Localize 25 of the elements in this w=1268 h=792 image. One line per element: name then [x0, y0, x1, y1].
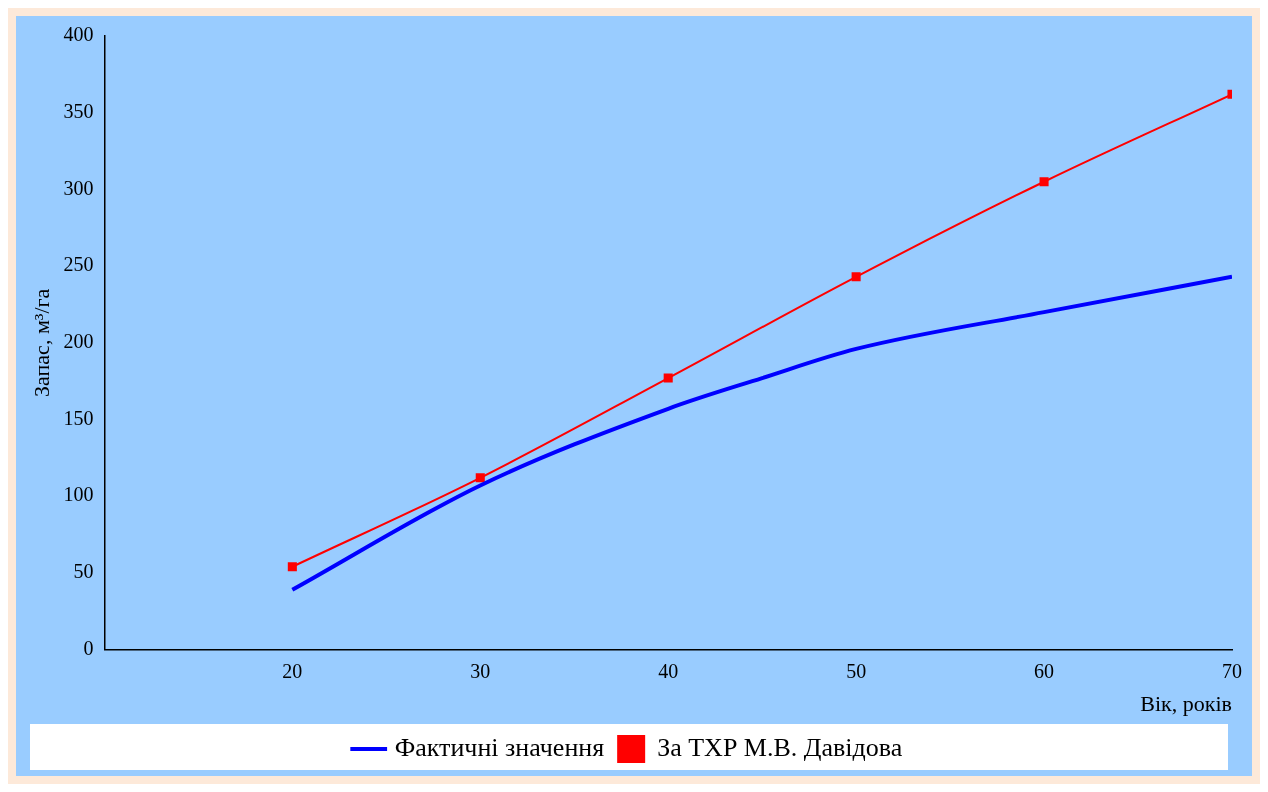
point	[663, 373, 673, 383]
x-tick-label: 20	[282, 659, 303, 682]
y-tick-label: 350	[63, 99, 94, 122]
y-tick-label: 150	[63, 406, 94, 429]
point	[851, 272, 861, 282]
y-tick-label: 100	[63, 483, 94, 506]
y-axis-title: Запас, м³/га	[28, 288, 54, 397]
point	[287, 562, 297, 572]
legend-label: Фактичні значення	[394, 732, 605, 762]
x-tick-label: 40	[658, 659, 679, 682]
legend-label: За ТХР М.В. Давідова	[657, 732, 903, 762]
x-tick-label: 70	[1222, 659, 1242, 682]
y-tick-label: 300	[63, 176, 94, 199]
x-tick-label: 50	[846, 659, 867, 682]
y-tick-label: 50	[73, 560, 94, 583]
x-tick-label: 60	[1034, 659, 1055, 682]
y-tick-label: 200	[63, 330, 94, 353]
line-series	[290, 274, 1232, 592]
y-tick-label: 400	[63, 23, 94, 46]
y-tick-label: 0	[83, 636, 94, 659]
x-axis-title: Вік, років	[1140, 690, 1232, 716]
x-tick-label: 30	[470, 659, 491, 682]
y-tick-label: 250	[63, 253, 94, 276]
point	[475, 473, 485, 483]
point	[1039, 177, 1049, 187]
